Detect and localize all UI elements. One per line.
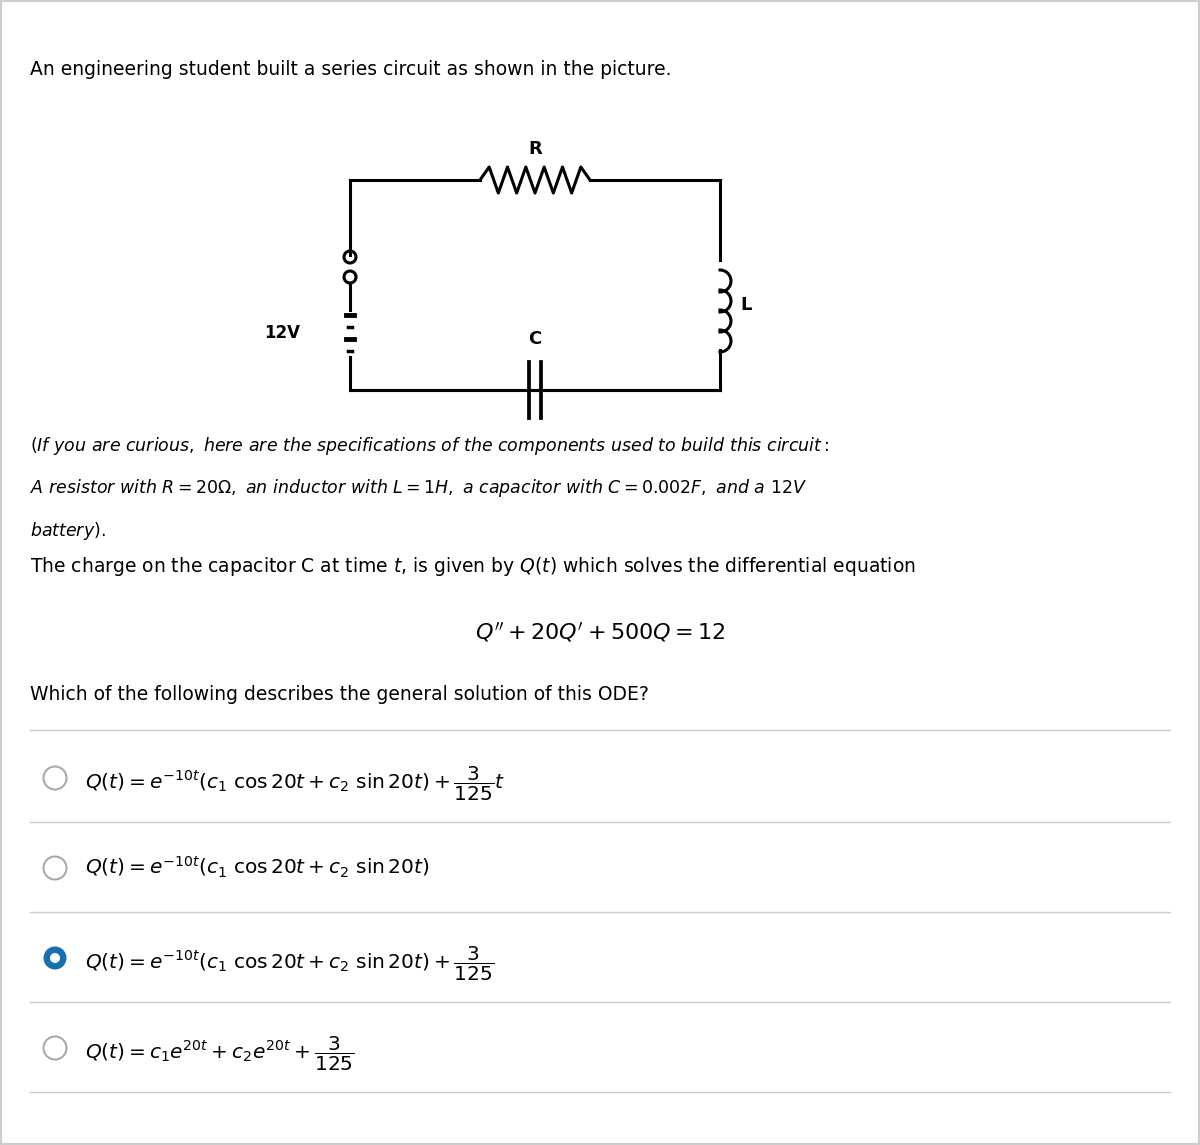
Circle shape: [43, 947, 66, 970]
Text: $battery).$: $battery).$: [30, 520, 106, 542]
Text: $Q'' + 20Q' + 500Q = 12$: $Q'' + 20Q' + 500Q = 12$: [475, 619, 725, 643]
Text: C: C: [528, 330, 541, 348]
Text: R: R: [528, 140, 542, 158]
Text: $Q(t) = e^{-10t}(c_1\ \cos 20t + c_2\ \sin 20t)$: $Q(t) = e^{-10t}(c_1\ \cos 20t + c_2\ \s…: [85, 855, 430, 881]
Text: $(If\ you\ are\ curious,\ here\ are\ the\ specifications\ of\ the\ components\ u: $(If\ you\ are\ curious,\ here\ are\ the…: [30, 435, 829, 457]
Text: $A\ resistor\ with\ R = 20\Omega,\ an\ inductor\ with\ L = 1H,\ a\ capacitor\ wi: $A\ resistor\ with\ R = 20\Omega,\ an\ i…: [30, 477, 808, 499]
Text: The charge on the capacitor C at time $t$, is given by $Q(t)$ which solves the d: The charge on the capacitor C at time $t…: [30, 555, 916, 578]
Text: An engineering student built a series circuit as shown in the picture.: An engineering student built a series ci…: [30, 60, 672, 79]
Text: 12V: 12V: [264, 324, 300, 342]
Circle shape: [50, 953, 60, 963]
Text: $Q(t) = e^{-10t}(c_1\ \cos 20t + c_2\ \sin 20t) + \dfrac{3}{125}t$: $Q(t) = e^{-10t}(c_1\ \cos 20t + c_2\ \s…: [85, 765, 505, 804]
Text: L: L: [740, 297, 751, 314]
Text: $Q(t) = c_1 e^{20t} + c_2 e^{20t} + \dfrac{3}{125}$: $Q(t) = c_1 e^{20t} + c_2 e^{20t} + \dfr…: [85, 1035, 355, 1073]
Text: $Q(t) = e^{-10t}(c_1\ \cos 20t + c_2\ \sin 20t) + \dfrac{3}{125}$: $Q(t) = e^{-10t}(c_1\ \cos 20t + c_2\ \s…: [85, 945, 494, 984]
Text: Which of the following describes the general solution of this ODE?: Which of the following describes the gen…: [30, 685, 649, 704]
